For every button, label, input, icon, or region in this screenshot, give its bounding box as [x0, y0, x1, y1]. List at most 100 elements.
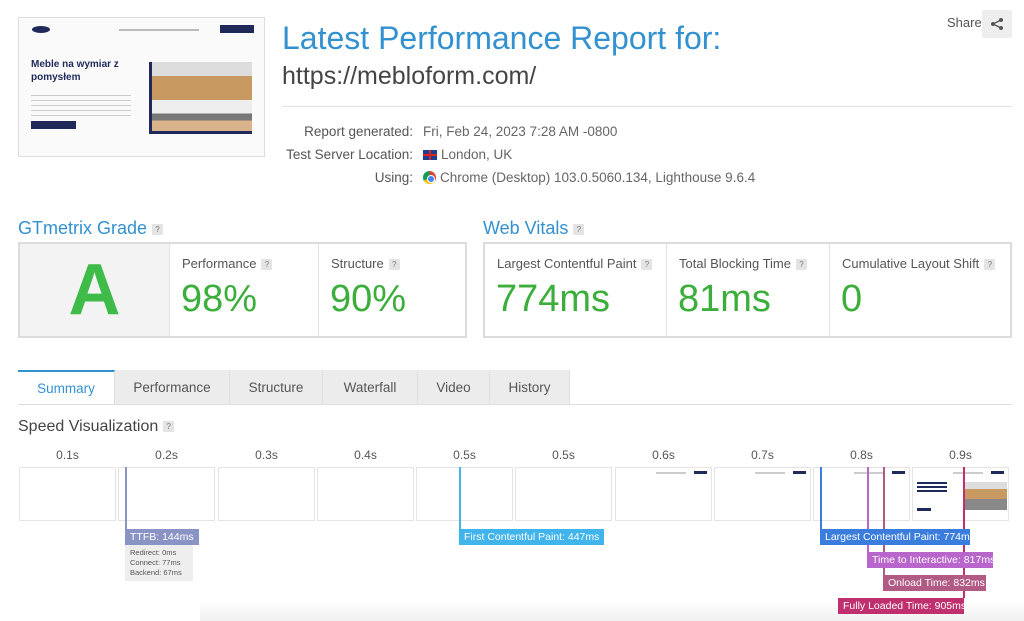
filmstrip-frame[interactable] [714, 467, 811, 521]
site-kitchen-image [149, 62, 252, 134]
tab-divider [18, 404, 1012, 405]
frame-nav [854, 472, 884, 474]
report-tabs: Summary Performance Structure Waterfall … [18, 370, 570, 404]
lcp-label: Largest Contentful Paint? [497, 256, 653, 271]
tti-label: Time to Interactive: 817ms [867, 552, 995, 568]
web-vitals-box: Largest Contentful Paint? 774ms Total Bl… [483, 242, 1012, 338]
tbt-value: 81ms [678, 278, 771, 320]
fcp-label: First Contentful Paint: 447ms [459, 529, 605, 545]
frame-cta [991, 471, 1004, 474]
frame-time-label: 0.8s [850, 448, 873, 462]
help-icon[interactable]: ? [573, 223, 585, 235]
frame-nav [755, 472, 785, 474]
report-generated-value: Fri, Feb 24, 2023 7:28 AM -0800 [423, 124, 618, 139]
gtmetrix-grade-heading: GTmetrix Grade? [18, 218, 164, 239]
site-paragraph [31, 95, 131, 117]
frame-headline [917, 482, 947, 492]
ttfb-line [125, 467, 127, 529]
tab-waterfall[interactable]: Waterfall [323, 370, 418, 404]
site-nav [119, 29, 199, 31]
structure-value: 90% [330, 278, 407, 320]
frame-button [917, 508, 931, 511]
grade-box: A Performance? 98% Structure? 90% [18, 242, 467, 338]
lcp-metric: Largest Contentful Paint? 774ms [485, 244, 667, 336]
frame-nav [953, 472, 983, 474]
filmstrip-frame[interactable] [515, 467, 612, 521]
frame-time-label: 0.9s [949, 448, 972, 462]
filmstrip-frame[interactable] [118, 467, 215, 521]
site-cta-button [220, 25, 254, 33]
frame-time-label: 0.4s [354, 448, 377, 462]
frame-cta [694, 471, 707, 474]
gtmetrix-grade-title: GTmetrix Grade [18, 218, 148, 238]
help-icon[interactable]: ? [152, 223, 164, 235]
using-label: Using: [374, 170, 413, 185]
filmstrip-frame[interactable] [615, 467, 712, 521]
using-text: Chrome (Desktop) 103.0.5060.134, Lightho… [440, 170, 756, 185]
help-icon[interactable]: ? [388, 259, 400, 271]
share-button[interactable] [982, 10, 1012, 38]
frame-cta [892, 471, 905, 474]
structure-label: Structure? [331, 256, 400, 271]
redirect-time: Redirect: 0ms [130, 548, 177, 557]
tab-summary[interactable]: Summary [18, 370, 115, 404]
help-icon[interactable]: ? [796, 259, 807, 271]
share-icon [991, 18, 1003, 30]
frame-image [963, 482, 1007, 510]
tti-line [867, 467, 869, 552]
divider [282, 106, 1012, 107]
web-vitals-heading: Web Vitals? [483, 218, 585, 239]
help-icon[interactable]: ? [984, 259, 996, 271]
performance-label: Performance? [182, 256, 273, 271]
site-button [31, 121, 76, 129]
ttfb-label: TTFB: 144ms [125, 529, 199, 545]
fcp-line [459, 467, 461, 529]
frame-time-label: 0.7s [751, 448, 774, 462]
onload-label: Onload Time: 832ms [883, 575, 986, 591]
frame-cta [793, 471, 806, 474]
lcp-label: Largest Contentful Paint: 774ms [820, 529, 975, 545]
filmstrip-frame[interactable] [19, 467, 116, 521]
tab-performance[interactable]: Performance [115, 370, 230, 404]
using-value: Chrome (Desktop) 103.0.5060.134, Lightho… [423, 170, 755, 185]
tab-video[interactable]: Video [418, 370, 490, 404]
cls-value: 0 [841, 278, 863, 320]
help-icon[interactable]: ? [641, 259, 653, 271]
cls-label: Cumulative Layout Shift? [842, 256, 996, 271]
site-screenshot-thumbnail[interactable]: Meble na wymiar z pomysłem [18, 17, 265, 157]
server-location-text: London, UK [441, 147, 513, 162]
frame-time-label: 0.5s [552, 448, 575, 462]
connect-time: Connect: 77ms [130, 558, 181, 567]
help-icon[interactable]: ? [261, 259, 273, 271]
filmstrip-frame[interactable] [218, 467, 315, 521]
tab-history[interactable]: History [490, 370, 570, 404]
server-location-value: London, UK [423, 147, 512, 162]
web-vitals-title: Web Vitals [483, 218, 569, 238]
filmstrip-frame[interactable] [416, 467, 513, 521]
filmstrip-frame[interactable] [813, 467, 910, 521]
cls-metric: Cumulative Layout Shift? 0 [830, 244, 1010, 336]
backend-time: Backend: 67ms [130, 568, 182, 577]
filmstrip-frame[interactable] [317, 467, 414, 521]
report-url: https://mebloform.com/ [282, 62, 537, 90]
lcp-value: 774ms [496, 278, 611, 320]
uk-flag-icon [423, 150, 437, 160]
tbt-label: Total Blocking Time? [679, 256, 807, 271]
report-generated-label: Report generated: [304, 124, 413, 139]
site-headline: Meble na wymiar z pomysłem [31, 59, 119, 83]
fully-loaded-label: Fully Loaded Time: 905ms [838, 598, 966, 614]
page-title: Latest Performance Report for: [282, 20, 722, 56]
help-icon[interactable]: ? [163, 421, 175, 433]
lcp-line [820, 467, 822, 529]
share-label: Share [947, 15, 982, 30]
bottom-fade [200, 600, 1024, 621]
frame-time-label: 0.1s [56, 448, 79, 462]
frame-time-label: 0.5s [453, 448, 476, 462]
filmstrip-frame[interactable] [912, 467, 1009, 521]
chrome-icon [423, 171, 436, 184]
tab-structure[interactable]: Structure [230, 370, 323, 404]
performance-score: Performance? 98% [170, 244, 319, 336]
ttfb-details: Redirect: 0ms Connect: 77ms Backend: 67m… [125, 545, 193, 581]
frame-nav [656, 472, 686, 474]
frame-time-label: 0.6s [652, 448, 675, 462]
